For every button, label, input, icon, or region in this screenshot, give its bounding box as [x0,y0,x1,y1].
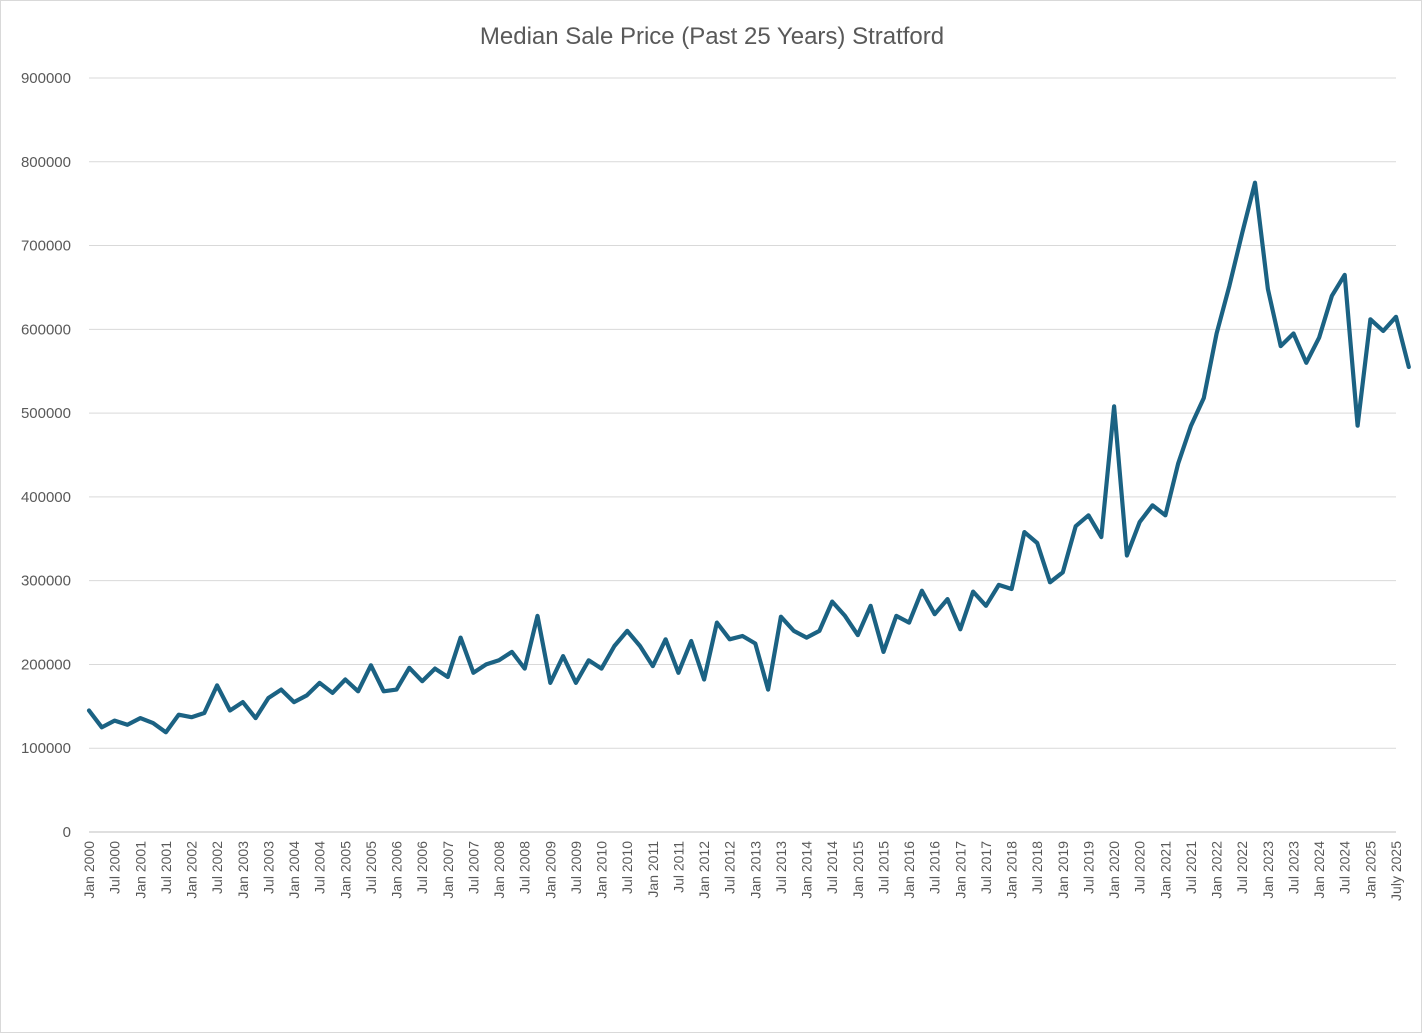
x-tick-label: Jul 2015 [875,841,891,894]
x-tick-label: Jul 2002 [209,841,225,894]
x-tick-label: Jul 2009 [568,841,584,894]
x-tick-label: Jul 2016 [927,841,943,894]
y-tick-label: 400000 [21,489,71,506]
x-tick-label: Jul 2004 [312,841,328,894]
x-tick-label: Jan 2012 [696,841,712,899]
x-tick-label: Jan 2015 [850,841,866,899]
x-tick-label: Jul 2023 [1285,841,1301,894]
x-axis-tick-labels: Jan 2000 Jul 2000 Jan 2001 Jul 2001 Jan 2002… [81,841,1404,901]
x-tick-label: Jul 2011 [670,841,686,893]
series-line [86,180,1411,735]
x-tick-label: Jul 2007 [465,841,481,894]
x-tick-label: Jan 2022 [1209,841,1225,899]
x-tick-label: Jan 2018 [1004,841,1020,899]
y-tick-label: 200000 [21,656,71,673]
x-tick-label: Jul 2010 [619,841,635,894]
x-tick-label: Jan 2010 [594,841,610,899]
x-tick-label: Jul 2017 [978,841,994,894]
x-tick-label: Jan 2005 [337,841,353,899]
y-axis-tick-labels: 0 100000 200000 300000 400000 500000 600000 700… [21,70,71,841]
y-tick-label: 500000 [21,405,71,422]
x-tick-label: Jan 2011 [645,841,661,898]
x-tick-label: Jul 2006 [414,841,430,894]
y-tick-label: 600000 [21,321,71,338]
x-tick-label: Jul 2024 [1337,841,1353,894]
chart-title: Median Sale Price (Past 25 Years) Stratf… [480,23,944,50]
x-tick-label: Jan 2025 [1362,841,1378,899]
x-tick-label: Jan 2014 [799,841,815,899]
x-tick-label: Jan 2016 [901,841,917,899]
y-tick-label: 900000 [21,70,71,87]
y-tick-label: 0 [63,824,71,841]
x-tick-label: Jan 2021 [1157,841,1173,899]
y-tick-label: 100000 [21,740,71,757]
x-tick-label: Jul 2020 [1132,841,1148,894]
x-tick-label: Jan 2003 [235,841,251,899]
x-tick-label: Jan 2020 [1106,841,1122,899]
x-tick-label: Jan 2004 [286,841,302,899]
y-tick-label: 300000 [21,573,71,590]
x-tick-label: Jul 2005 [363,841,379,894]
x-tick-label: Jan 2007 [440,841,456,899]
x-tick-label: Jul 2003 [260,841,276,894]
x-tick-label: Jul 2001 [158,841,174,894]
x-tick-label: Jul 2008 [517,841,533,894]
x-tick-label: Jul 2013 [773,841,789,894]
x-tick-label: July 2025 [1388,841,1404,901]
series-layer [86,180,1411,735]
x-tick-label: Jul 2019 [1080,841,1096,894]
x-tick-label: Jul 2022 [1234,841,1250,894]
y-tick-label: 700000 [21,238,71,255]
y-tick-label: 800000 [21,154,71,171]
gridlines [89,77,1396,749]
x-tick-label: Jan 2002 [184,841,200,899]
x-tick-label: Jan 2006 [389,841,405,899]
x-tick-label: Jan 2008 [491,841,507,899]
x-tick-label: Jan 2001 [132,841,148,899]
x-tick-label: Jul 2000 [107,841,123,894]
x-tick-label: Jan 2019 [1055,841,1071,899]
x-tick-label: Jan 2000 [81,841,97,899]
x-tick-label: Jul 2012 [722,841,738,894]
x-tick-label: Jul 2018 [1029,841,1045,894]
x-tick-label: Jan 2009 [542,841,558,899]
x-tick-label: Jan 2023 [1260,841,1276,899]
x-tick-label: Jan 2017 [952,841,968,899]
x-tick-label: Jul 2021 [1183,841,1199,894]
x-tick-label: Jan 2024 [1311,841,1327,899]
x-tick-label: Jan 2013 [747,841,763,899]
x-tick-label: Jul 2014 [824,841,840,894]
